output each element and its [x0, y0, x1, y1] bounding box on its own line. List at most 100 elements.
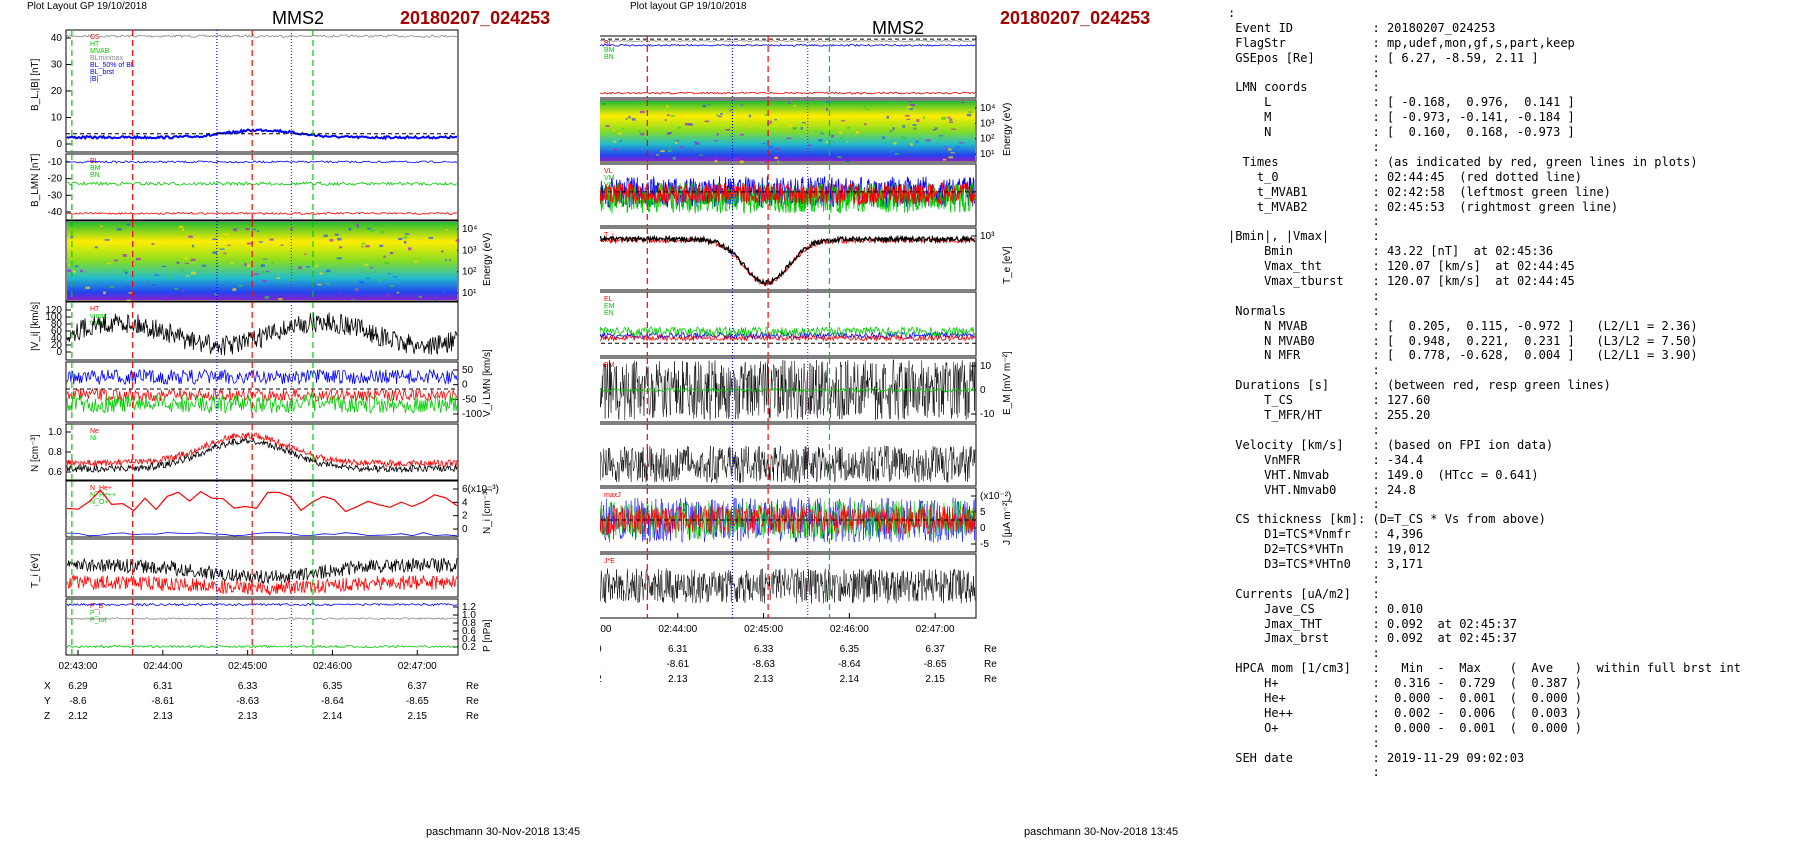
series-line [66, 574, 458, 596]
pos-value: -8.6 [600, 659, 601, 670]
tick-label: 10¹ [462, 288, 477, 299]
spectrogram-cell [672, 156, 677, 160]
info-line: Event ID : 20180207_024253 [1228, 20, 1496, 35]
pos-value: -8.64 [838, 659, 861, 670]
info-line: N : [ 0.160, 0.168, -0.973 ] [1228, 125, 1575, 140]
pos-unit: Re [466, 711, 479, 722]
tick-label: 0.6 [48, 467, 62, 478]
spectrogram-cell [305, 266, 310, 268]
series-line [66, 557, 458, 585]
plot-panel: T_i [eV] [30, 538, 459, 598]
spectrogram-cell [667, 114, 670, 117]
spectrogram-cell [889, 153, 894, 157]
spectrogram-cell [305, 290, 308, 292]
pos-value: 2.14 [323, 711, 343, 722]
pos-value: 6.33 [238, 681, 258, 692]
info-line: M : [ -0.973, -0.141, -0.184 ] [1228, 110, 1575, 125]
spectrogram-cell [748, 114, 752, 118]
spectrogram-cell [660, 150, 665, 153]
spectrogram-cell [908, 101, 913, 103]
pos-unit: Re [984, 659, 997, 670]
spectrogram-cell [768, 146, 773, 149]
info-line: Durations [s] : (between red, resp green… [1228, 378, 1611, 393]
spectrogram-cell [122, 253, 127, 257]
spectrogram-cell [734, 158, 739, 161]
spectrogram-cell [319, 272, 324, 275]
legend-entry: Ne [90, 428, 99, 435]
spectrogram-cell [337, 292, 341, 295]
y-axis-label: J [μA m⁻²] [1002, 500, 1013, 545]
info-line: Jmax_THT : 0.092 at 02:45:37 [1228, 616, 1517, 631]
spectrogram-cell [380, 230, 385, 234]
spectrogram-cell [914, 127, 918, 130]
spectrogram-cell [949, 118, 953, 121]
panel-frame [65, 301, 459, 361]
spectrogram-cell [317, 283, 322, 286]
tick-label: 10 [51, 113, 63, 124]
spectrogram-cell [882, 136, 885, 140]
spectrogram-cell [605, 125, 610, 127]
spectrogram-cell [801, 122, 806, 124]
pos-value: -8.65 [406, 696, 429, 707]
series-line [600, 334, 976, 343]
spectrogram-cell [152, 284, 157, 286]
spectrogram-cell [176, 261, 180, 264]
spectrogram-cell [109, 285, 115, 288]
left-spacecraft-title: MMS2 [272, 8, 325, 28]
info-line: N MVAB : [ 0.205, 0.115, -0.972 ] (L2/L1… [1228, 318, 1698, 333]
tick-label: 20 [51, 340, 63, 351]
spectrogram-cell [253, 224, 258, 227]
spectrogram-cell [864, 123, 867, 126]
series-line [66, 160, 458, 164]
y-axis-label: N [cm⁻³] [30, 434, 41, 472]
spectrogram-cell [643, 138, 648, 141]
tick-label: 40 [51, 333, 63, 344]
tick-label: 0 [980, 523, 986, 534]
info-line: D2=TCS*VHTn : 19,012 [1228, 542, 1431, 557]
series-line [600, 181, 976, 214]
spectrogram-cell [389, 249, 392, 252]
panel-frame [600, 35, 977, 99]
series-line [600, 91, 976, 95]
spectrogram-cell [839, 137, 844, 139]
info-line: He+ : 0.000 - 0.001 ( 0.000 ) [1228, 690, 1583, 705]
spectrogram-cell [838, 131, 843, 134]
spectrogram-cell [413, 260, 419, 263]
plot-panel: (x10⁻²) 5 0 -5 J [μA m⁻²] maxJ [600, 487, 1013, 553]
tick-label: -20 [48, 174, 63, 185]
pos-unit: Re [466, 681, 479, 692]
spectrogram-cell [71, 270, 76, 273]
info-line: |Bmin|, |Vmax| : [1228, 229, 1380, 244]
tick-label: (x10⁻²) [980, 491, 1011, 502]
right-layout-label: Plot layout GP 19/10/2018 [630, 1, 747, 12]
legend-entry: N_He++ [90, 492, 116, 499]
spectrogram-cell [383, 255, 386, 259]
tick-label: -5 [980, 539, 989, 550]
x-tick-label: 02:46:00 [313, 661, 352, 672]
panel-frame [65, 220, 459, 302]
tick-label: 30 [51, 60, 63, 71]
spectrogram-cell [113, 259, 119, 262]
legend-entry: BM [604, 47, 615, 54]
series-line [66, 128, 458, 141]
y-axis-label: E_M [mV m⁻²] [1002, 351, 1013, 415]
spectrogram-cell [335, 257, 338, 259]
info-line: Velocity [km/s] : (based on FPI ion data… [1228, 437, 1554, 452]
spectrogram-cell [808, 144, 812, 147]
legend-entry: P_B [90, 603, 104, 610]
spectrogram-cell [224, 233, 229, 236]
series-line [600, 43, 976, 47]
info-line: : [1228, 765, 1380, 780]
spectrogram-cell [403, 236, 408, 239]
spectrogram-cell [905, 114, 910, 117]
spectrogram-cell [247, 242, 252, 245]
spectrogram-cell [730, 135, 733, 137]
spectrogram-cell [219, 248, 225, 250]
spectrogram-cell [948, 156, 953, 159]
spectrogram-cell [650, 152, 653, 156]
spectrogram-cell [912, 124, 917, 126]
x-tick-label: 02:43:00 [600, 624, 612, 635]
info-line: CS thickness [km]: (D=T_CS * Vs from abo… [1228, 512, 1546, 527]
